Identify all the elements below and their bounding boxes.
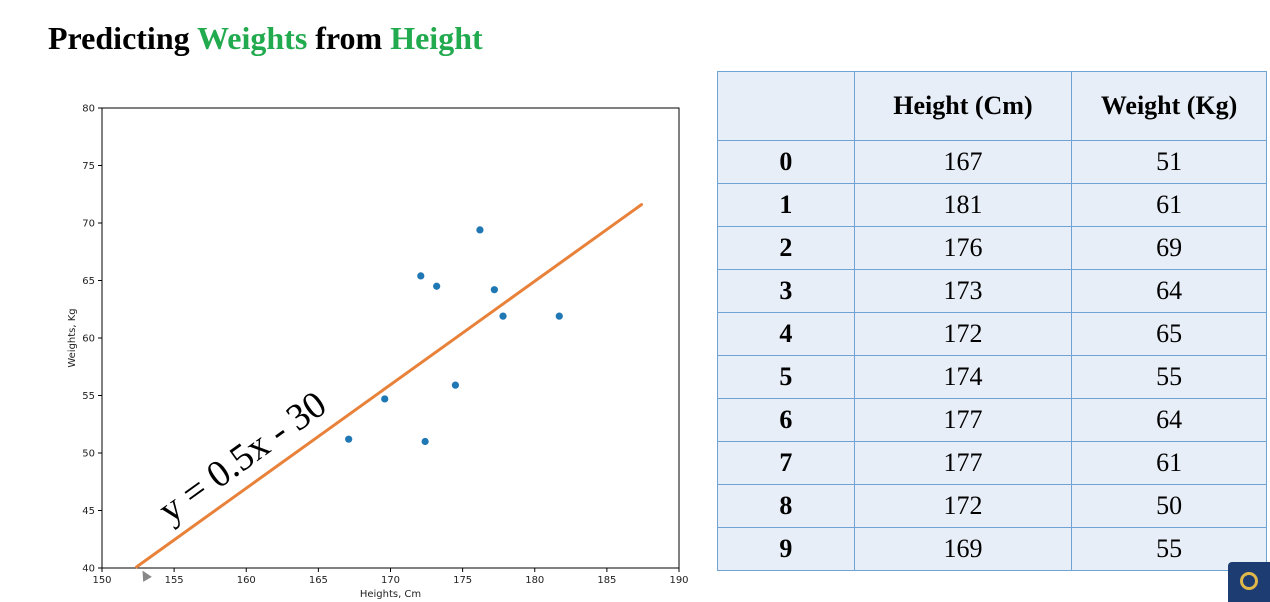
data-point [555, 312, 563, 320]
weight-cell: 65 [1071, 312, 1267, 356]
table-row: 7 177 61 [717, 441, 1267, 485]
height-cell: 176 [853, 226, 1073, 270]
weight-cell: 64 [1071, 269, 1267, 313]
table-row: 4 172 65 [717, 312, 1267, 356]
data-point [451, 381, 460, 389]
table-body: 0 167 51 1 181 61 2 176 69 3 173 64 4 172 65 5 174 55 6 177… [717, 140, 1267, 571]
regression-line [135, 203, 643, 569]
height-cell: 181 [853, 183, 1073, 227]
x-axis-label: Heights, Cm [360, 589, 421, 600]
x-tick-label: 185 [597, 575, 616, 586]
weight-cell: 50 [1071, 484, 1267, 528]
table-row: 2 176 69 [717, 226, 1267, 270]
scatter-chart: 150 155 160 165 170 175 180 185 190 40 45 50 55 60 65 7… [67, 104, 689, 601]
weight-cell: 55 [1071, 355, 1267, 399]
height-cell: 177 [853, 441, 1073, 485]
y-tick-label: 40 [82, 564, 95, 575]
table-row: 3 173 64 [717, 269, 1267, 313]
table-row: 6 177 64 [717, 398, 1267, 442]
table-row: 8 172 50 [717, 484, 1267, 528]
row-index-cell: 0 [717, 140, 855, 184]
row-index-cell: 9 [717, 527, 855, 571]
row-index-cell: 4 [717, 312, 855, 356]
title-part-4: Height [390, 20, 483, 56]
row-index-cell: 7 [717, 441, 855, 485]
table-row: 1 181 61 [717, 183, 1267, 227]
height-cell: 167 [853, 140, 1073, 184]
height-cell: 174 [853, 355, 1073, 399]
logo-icon [1228, 562, 1270, 602]
title-part-2: Weights [197, 20, 308, 56]
equation-annotation: y = 0.5x - 30 [151, 383, 334, 531]
y-tick-label: 80 [82, 104, 95, 115]
x-tick-label: 180 [525, 575, 544, 586]
x-tick-label: 175 [453, 575, 472, 586]
data-point [417, 272, 425, 280]
weight-cell: 64 [1071, 398, 1267, 442]
data-point [476, 226, 484, 234]
y-tick-label: 60 [82, 334, 95, 345]
y-tick-label: 65 [82, 276, 95, 287]
height-cell: 173 [853, 269, 1073, 313]
y-tick-label: 75 [82, 161, 95, 172]
x-tick-label: 150 [92, 575, 111, 586]
y-axis-label: Weights, Kg [67, 308, 78, 367]
height-cell: 172 [853, 312, 1073, 356]
title-part-1: Predicting [48, 20, 198, 56]
y-tick-label: 55 [82, 391, 95, 402]
table-row: 5 174 55 [717, 355, 1267, 399]
row-index-cell: 2 [717, 226, 855, 270]
x-tick-label: 165 [309, 575, 328, 586]
height-cell: 169 [853, 527, 1073, 571]
y-tick-label: 70 [82, 219, 95, 230]
height-cell: 172 [853, 484, 1073, 528]
y-tick-label: 50 [82, 449, 95, 460]
weight-cell: 61 [1071, 183, 1267, 227]
x-tick-label: 170 [381, 575, 400, 586]
row-index-cell: 8 [717, 484, 855, 528]
data-point [421, 437, 429, 446]
weight-cell: 51 [1071, 140, 1267, 184]
header-height: Height (Cm) [853, 71, 1073, 141]
data-table: Height (Cm) Weight (Kg) 0 167 51 1 181 61 2 176… [717, 71, 1267, 571]
row-index-cell: 6 [717, 398, 855, 442]
data-point [433, 282, 441, 290]
table-row: 0 167 51 [717, 140, 1267, 184]
table-header-row: Height (Cm) Weight (Kg) [717, 71, 1267, 141]
x-tick-label: 155 [165, 575, 184, 586]
row-index-cell: 1 [717, 183, 855, 227]
weight-cell: 69 [1071, 226, 1267, 270]
data-point [499, 312, 507, 320]
height-cell: 177 [853, 398, 1073, 442]
header-weight: Weight (Kg) [1071, 71, 1267, 141]
row-index-cell: 5 [717, 355, 855, 399]
x-tick-label: 190 [669, 575, 688, 586]
data-point [490, 286, 498, 294]
data-point [345, 435, 353, 443]
weight-cell: 61 [1071, 441, 1267, 485]
table-row: 9 169 55 [717, 527, 1267, 571]
title-part-3: from [307, 20, 391, 56]
page-title: Predicting Weights from Height [48, 18, 483, 58]
x-tick-label: 160 [237, 575, 256, 586]
header-index [717, 71, 855, 141]
y-tick-label: 45 [82, 506, 95, 517]
data-point [381, 395, 389, 403]
row-index-cell: 3 [717, 269, 855, 313]
